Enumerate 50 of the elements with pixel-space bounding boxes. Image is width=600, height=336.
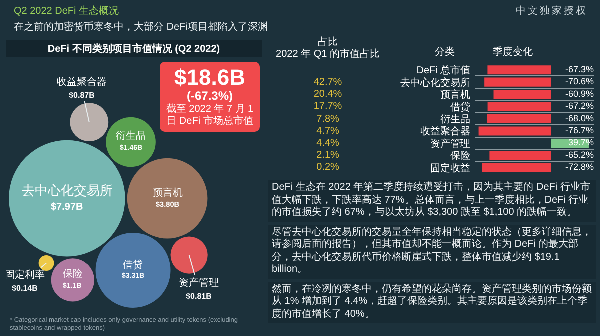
data-label: -67.2% [565, 101, 594, 112]
text: DeFi 生态在 2022 年第二季度持续遭受打击，因为其主要的 DeFi 行业市值大幅下跌，下跌率高达 77%。总体而言，与上一季度相比，DeFi 行业的市值损失了约 67%，与以太坊从 $3,300 跌至 $1,100 的跌幅一致。 [268, 180, 596, 222]
text: 在之前的加密货币寒冬中，大部分 DeFi项目都陷入了深渊 [14, 20, 268, 34]
text: DeFi 不同类别项目市值情况 (Q2 2022) [48, 43, 220, 55]
y-tick-label: 保险 [450, 150, 471, 162]
category-label: 资产管理 [179, 277, 219, 289]
data-label: $0.14B [12, 284, 38, 293]
data-label: -72.8% [565, 162, 594, 172]
data-label: -60.9% [565, 88, 594, 99]
data-label: -76.7% [565, 125, 594, 136]
category-label: 固定利率 [5, 269, 45, 281]
text: Q2 2022 DeFi 生态概况 [14, 4, 120, 18]
category-label: 借贷 [123, 259, 143, 271]
data-label: $7.97B [51, 202, 84, 213]
y-tick-label: 衍生品 [440, 114, 471, 126]
y-axis-title: 分类 [435, 46, 455, 58]
text: (-67.3%) [186, 89, 233, 104]
category-label: 去中心化交易所 [22, 183, 113, 198]
text: 7.8% [316, 114, 340, 124]
data-label: -65.2% [565, 150, 594, 160]
y-tick-label: 去中心化交易所 [400, 76, 471, 89]
y-tick-label: 预言机 [440, 89, 471, 102]
y-tick-label: 固定收益 [430, 162, 471, 174]
series-label: 季度变化 [493, 46, 533, 58]
text: 然而，在冷冽的寒冬中，仍有希望的花朵尚存。资产管理类别的市场份额从 1% 增加到了 4.4%，赶超了保险类别。其主要原因是该类别在上个季度的市值增长了 40%。 [268, 282, 596, 323]
text: 0.2% [316, 162, 340, 174]
data-label: $0.81B [186, 292, 212, 301]
category-label: 预言机 [153, 187, 183, 199]
data-label: -67.3% [565, 64, 594, 74]
y-tick-label: 资产管理 [430, 138, 471, 150]
y-tick-label: DeFi 总市值 [416, 64, 471, 77]
category-label: 衍生品 [116, 130, 146, 142]
data-label: -70.6% [565, 76, 594, 87]
data-label: $0.87B [69, 91, 96, 100]
text: 4.7% [316, 126, 340, 137]
text: 4.4% [316, 138, 340, 149]
text: 截至 2022 年 7 月 1 日 DeFi 市场总市值 [165, 104, 255, 128]
text: 42.7% [314, 76, 342, 88]
text: 尽管去中心化交易所的交易量全年保持相当稳定的状态（更多详细信息，请参阅后面的报告），但其市值却不能一概而论。作为 DeFi 的最大部分，去中心化交易所代币价格断崖式下跌，整体市值减少约 $19.1 billion。 [268, 224, 596, 278]
text: $18.6B [174, 65, 246, 90]
data-label: -68.0% [565, 113, 594, 124]
text: 2.1% [316, 150, 340, 162]
category-label: 收益聚合器 [57, 76, 107, 88]
category-label: 保险 [63, 268, 83, 280]
text: 17.7% [314, 101, 342, 112]
y-tick-label: 收益聚合器 [420, 126, 471, 138]
text: 中文独家授权 [516, 4, 588, 18]
y-tick-label: 借贷 [450, 101, 471, 114]
text: 20.4% [314, 89, 342, 100]
text: 占比 2022 年 Q1 的市值占比 [276, 37, 380, 61]
